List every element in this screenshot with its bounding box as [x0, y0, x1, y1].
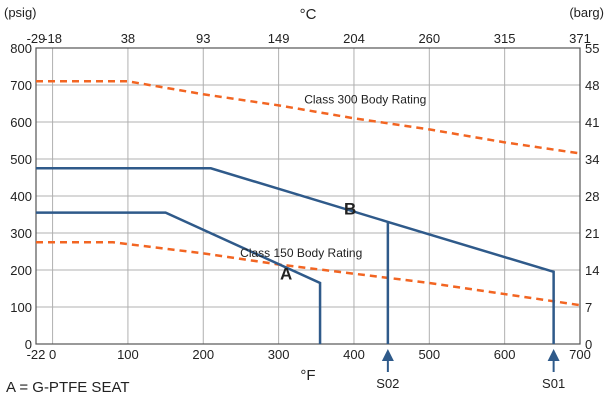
top-tick-label: -18: [43, 31, 62, 46]
bottom-axis-unit: °F: [300, 367, 315, 384]
series-line-class-300-body-rating: [36, 80, 581, 155]
marker-label-s02: S02: [376, 376, 399, 391]
right-tick-label: 41: [585, 115, 599, 130]
marker-triangle-s01: [547, 349, 560, 361]
series-layer: [36, 80, 581, 344]
right-tick-label: 14: [585, 263, 599, 278]
left-tick-label: 400: [10, 189, 32, 204]
left-axis-unit: (psig): [4, 5, 37, 20]
bottom-tick-label: 200: [192, 347, 214, 362]
right-tick-label: 34: [585, 152, 599, 167]
rating-label: Class 150 Body Rating: [240, 246, 362, 260]
top-tick-label: 149: [268, 31, 290, 46]
seat-key-text: A = G-PTFE SEAT: [6, 379, 130, 396]
labels-layer: -22 0 100 200 300 400 500 600 700-29-18 38 93 149 20…: [4, 5, 604, 391]
left-tick-label: 500: [10, 152, 32, 167]
bottom-tick-label: 300: [268, 347, 290, 362]
top-tick-label: 260: [418, 31, 440, 46]
right-tick-label: 7: [585, 300, 592, 315]
bottom-tick-label: 600: [494, 347, 516, 362]
top-tick-label: 93: [196, 31, 210, 46]
top-tick-label: 38: [121, 31, 135, 46]
marker-label-s01: S01: [542, 376, 565, 391]
left-tick-label: 300: [10, 226, 32, 241]
marker-triangle-s02: [381, 349, 394, 361]
right-tick-label: 0: [585, 337, 592, 352]
left-tick-label: 600: [10, 115, 32, 130]
plot-frame: [35, 47, 581, 345]
bottom-tick-label: 700: [569, 347, 591, 362]
bottom-tick-label: 500: [418, 347, 440, 362]
right-tick-label: 28: [585, 189, 599, 204]
right-tick-label: 55: [585, 41, 599, 56]
curve-label-a: A: [280, 264, 292, 283]
bottom-tick-label: -22: [27, 347, 46, 362]
top-tick-label: 315: [494, 31, 516, 46]
rating-label: Class 300 Body Rating: [304, 93, 426, 107]
series-line-a: [36, 211, 322, 344]
grid: [35, 47, 581, 345]
top-tick-label: -29: [27, 31, 46, 46]
left-tick-label: 700: [10, 78, 32, 93]
bottom-tick-label: 0: [49, 347, 56, 362]
curve-label-b: B: [344, 200, 356, 219]
top-tick-label: 371: [569, 31, 591, 46]
left-tick-label: 100: [10, 300, 32, 315]
bottom-tick-label: 400: [343, 347, 365, 362]
top-axis-unit: °C: [300, 6, 317, 23]
right-tick-label: 21: [585, 226, 599, 241]
bottom-tick-label: 100: [117, 347, 139, 362]
top-tick-label: 204: [343, 31, 365, 46]
left-tick-label: 200: [10, 263, 32, 278]
series-line-class-150-body-rating: [36, 241, 581, 307]
right-tick-label: 48: [585, 78, 599, 93]
right-axis-unit: (barg): [569, 5, 604, 20]
left-tick-label: 0: [25, 337, 32, 352]
left-tick-label: 800: [10, 41, 32, 56]
